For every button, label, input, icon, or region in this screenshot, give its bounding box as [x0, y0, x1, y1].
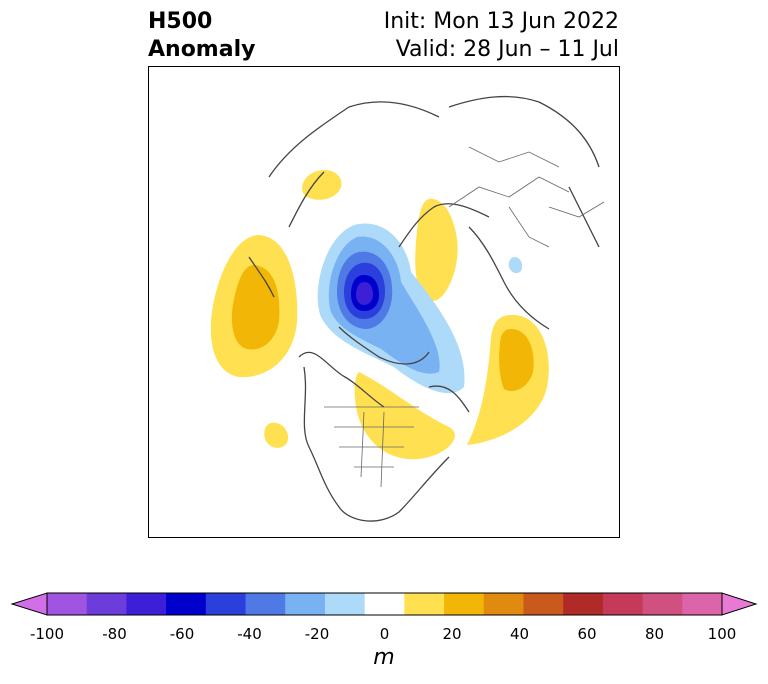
- map-title: H500 Anomaly: [148, 8, 255, 64]
- colorbar-bin: [86, 593, 127, 615]
- colorbar-tick-label: -40: [237, 625, 262, 643]
- anomaly-positive-siberia: [415, 198, 458, 302]
- colorbar-unit-label: m: [373, 645, 395, 670]
- colorbar: [10, 592, 758, 616]
- colorbar-bin: [444, 593, 485, 615]
- anomaly-positive-na-east: [354, 372, 455, 460]
- colorbar-bin: [166, 593, 207, 615]
- colorbar-tick-label: 20: [442, 625, 462, 643]
- colorbar-bin: [483, 593, 524, 615]
- colorbar-tick-label: 0: [379, 625, 390, 643]
- init-date-label: Init: Mon 13 Jun 2022: [383, 9, 619, 34]
- colorbar-bin: [364, 593, 405, 615]
- colorbar-bin: [642, 593, 683, 615]
- colorbar-bin: [602, 593, 644, 615]
- colorbar-tick-label: 40: [509, 625, 530, 643]
- colorbar-bin: [245, 593, 286, 615]
- anomaly-negative-center: [356, 282, 373, 305]
- colorbar-tick-label: -60: [169, 625, 195, 643]
- colorbar-bin: [205, 593, 247, 615]
- country-borders: [324, 146, 605, 488]
- anomaly-positive-pacific-small: [264, 422, 289, 448]
- colorbar-bin: [682, 593, 723, 615]
- colorbar-bin: [404, 593, 445, 615]
- colorbar-extend-high: [721, 592, 758, 616]
- colorbar-border: [46, 592, 723, 616]
- colorbar-tick-label: 100: [707, 625, 737, 643]
- anomaly-positive-europe: [302, 169, 342, 200]
- map-canvas: [210, 95, 605, 522]
- anomaly-positive-atlantic-inner: [499, 329, 534, 392]
- colorbar-bin: [47, 593, 88, 615]
- valid-range-label: Valid: 28 Jun – 11 Jul: [395, 37, 619, 62]
- coastlines: [248, 95, 600, 522]
- colorbar-bin: [324, 593, 366, 615]
- colorbar-bin: [126, 593, 167, 615]
- anomaly-negative-small: [508, 257, 523, 274]
- title-line-1: H500: [148, 9, 213, 34]
- colorbar-bin: [563, 593, 604, 615]
- colorbar-tick-label: 80: [644, 625, 665, 643]
- title-line-2: Anomaly: [148, 37, 256, 62]
- colorbar-tick-label: -80: [102, 625, 127, 643]
- anomaly-map: [148, 66, 620, 538]
- colorbar-tick-label: 60: [577, 625, 597, 643]
- colorbar-extend-low: [10, 592, 48, 616]
- colorbar-bin: [523, 593, 564, 615]
- colorbar-tick-label: -20: [304, 625, 330, 643]
- colorbar-tick-label: -100: [29, 625, 65, 643]
- date-info: Init: Mon 13 Jun 2022 Valid: 28 Jun – 11…: [384, 8, 619, 64]
- colorbar-bin: [285, 593, 326, 615]
